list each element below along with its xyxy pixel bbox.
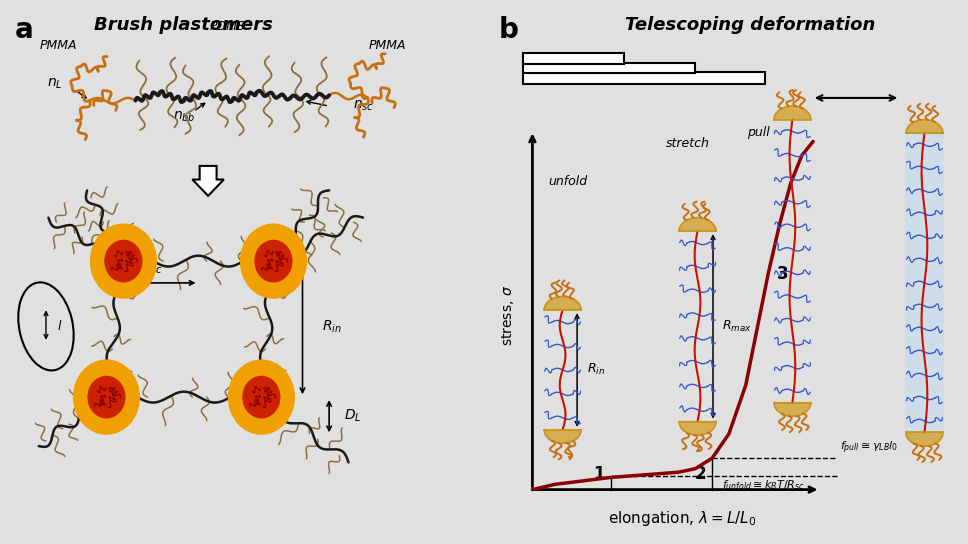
Circle shape <box>240 224 306 298</box>
FancyArrow shape <box>193 166 224 196</box>
Polygon shape <box>906 432 943 446</box>
Text: unfold: unfold <box>548 175 587 188</box>
Circle shape <box>256 240 292 282</box>
Text: $R_{in}$: $R_{in}$ <box>321 318 342 335</box>
Polygon shape <box>774 403 811 416</box>
Text: stretch: stretch <box>666 137 710 150</box>
Text: b: b <box>499 16 519 44</box>
Text: $n_L$: $n_L$ <box>47 77 63 91</box>
Text: stress, $\sigma$: stress, $\sigma$ <box>500 285 516 346</box>
Text: $R_{sc}$: $R_{sc}$ <box>141 260 164 276</box>
Polygon shape <box>680 218 716 231</box>
Text: pull: pull <box>747 126 770 139</box>
Text: $R_{in}$: $R_{in}$ <box>587 362 605 378</box>
Circle shape <box>106 240 142 282</box>
Polygon shape <box>544 430 581 443</box>
Polygon shape <box>680 422 716 435</box>
Circle shape <box>74 360 139 434</box>
Circle shape <box>228 360 294 434</box>
Polygon shape <box>544 296 581 310</box>
Text: 3: 3 <box>777 265 789 283</box>
Text: 1: 1 <box>593 465 605 483</box>
Text: $l$: $l$ <box>57 319 63 333</box>
Text: Brush plastomers: Brush plastomers <box>95 16 273 34</box>
Text: PMMA: PMMA <box>369 39 406 52</box>
Text: $n_{sc}$: $n_{sc}$ <box>353 99 375 113</box>
Text: 2: 2 <box>694 465 706 483</box>
Bar <box>523 72 765 84</box>
Bar <box>523 63 695 73</box>
Circle shape <box>243 376 280 418</box>
Text: $n_{bb}$: $n_{bb}$ <box>172 110 196 124</box>
Text: $f_{unfold} \cong k_BT/R_{sc}$: $f_{unfold} \cong k_BT/R_{sc}$ <box>722 478 804 492</box>
FancyArrow shape <box>193 166 224 196</box>
Circle shape <box>88 376 125 418</box>
Text: elongation, $\lambda = L/L_0$: elongation, $\lambda = L/L_0$ <box>608 509 757 528</box>
Text: $f_{pull} \cong \gamma_{LB}l_0$: $f_{pull} \cong \gamma_{LB}l_0$ <box>840 439 898 455</box>
Text: PDMS: PDMS <box>210 20 245 33</box>
Text: Telescoping deformation: Telescoping deformation <box>625 16 875 34</box>
Bar <box>905 128 944 438</box>
Text: $R_{max}$: $R_{max}$ <box>722 319 751 334</box>
Text: PMMA: PMMA <box>40 39 76 52</box>
Polygon shape <box>906 120 943 133</box>
Circle shape <box>91 224 157 298</box>
Polygon shape <box>774 106 811 120</box>
Text: $D_L$: $D_L$ <box>344 408 361 424</box>
Bar <box>523 53 624 64</box>
Text: a: a <box>15 16 33 44</box>
